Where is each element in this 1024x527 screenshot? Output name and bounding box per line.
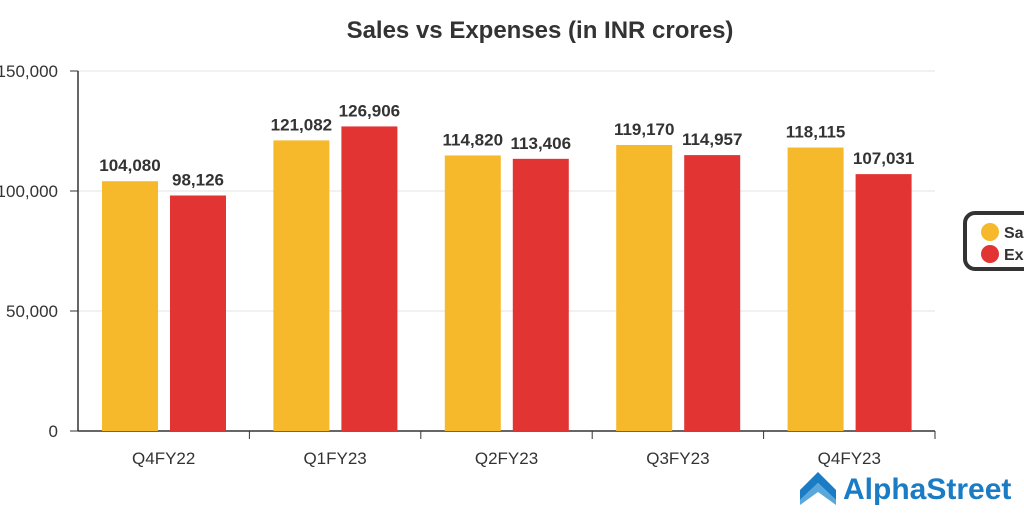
alphastreet-logo: AlphaStreet <box>800 472 1011 506</box>
x-tick-label: Q1FY23 <box>303 449 366 468</box>
bar-sales <box>102 181 158 431</box>
legend: Sales Expenses <box>963 211 1024 271</box>
data-label: 98,126 <box>172 170 224 189</box>
data-label: 104,080 <box>99 156 160 175</box>
logo-text: AlphaStreet <box>843 473 1011 506</box>
legend-label-sales: Sales <box>1004 225 1024 242</box>
data-label: 121,082 <box>271 115 332 134</box>
y-tick-label: 50,000 <box>6 302 58 321</box>
x-tick-label: Q2FY23 <box>475 449 538 468</box>
bar-expenses <box>855 174 912 431</box>
data-label: 107,031 <box>853 149 914 168</box>
bar-sales <box>444 155 501 431</box>
legend-swatch-expenses <box>981 245 999 263</box>
y-tick-label: 0 <box>49 422 58 441</box>
chart-title: Sales vs Expenses (in INR crores) <box>347 17 734 44</box>
y-tick-label: 150,000 <box>0 62 58 81</box>
bar-expenses <box>512 158 569 431</box>
x-tick-label: Q3FY23 <box>646 449 709 468</box>
data-label: 114,957 <box>682 130 743 149</box>
data-label: 126,906 <box>339 101 400 120</box>
x-tick-label: Q4FY23 <box>818 449 881 468</box>
data-label: 119,170 <box>614 120 675 139</box>
bar-sales <box>787 147 844 432</box>
legend-swatch-sales <box>981 223 999 241</box>
bar-expenses <box>684 155 741 431</box>
alphastreet-chevron-icon <box>800 472 836 505</box>
bar-sales <box>616 144 673 431</box>
y-tick-label: 100,000 <box>0 182 58 201</box>
bar-sales <box>273 140 330 431</box>
bar-expenses <box>170 195 226 431</box>
data-label: 113,406 <box>511 134 572 153</box>
legend-label-expenses: Expenses <box>1004 247 1024 264</box>
data-label: 114,820 <box>443 130 504 149</box>
data-label: 118,115 <box>786 123 846 142</box>
bar-expenses <box>341 126 398 431</box>
x-tick-label: Q4FY22 <box>132 449 195 468</box>
